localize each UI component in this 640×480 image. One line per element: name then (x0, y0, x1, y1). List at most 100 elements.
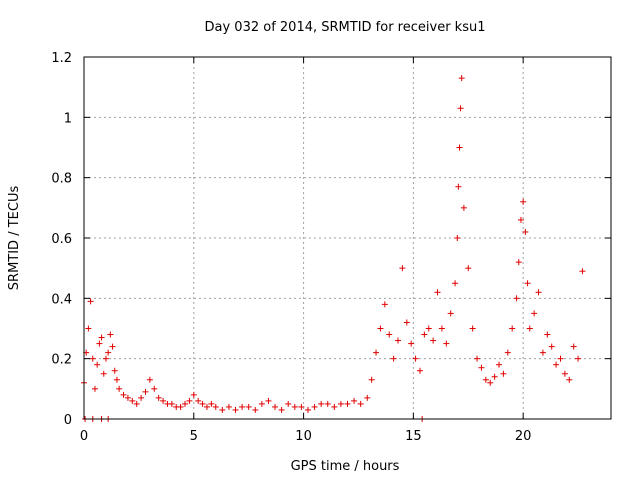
data-point (96, 340, 103, 347)
data-point (160, 397, 167, 404)
data-point (232, 406, 239, 413)
data-point (386, 331, 393, 338)
data-point (455, 183, 462, 190)
data-point (85, 325, 92, 332)
data-point (177, 403, 184, 410)
data-point (91, 385, 98, 392)
data-point (403, 319, 410, 326)
data-point (458, 75, 465, 82)
chart-title: Day 032 of 2014, SRMTID for receiver ksu… (205, 20, 486, 35)
y-tick-label: 0.4 (51, 292, 72, 307)
data-point (100, 370, 107, 377)
data-point (522, 228, 529, 235)
data-point (186, 397, 193, 404)
data-point (124, 394, 131, 401)
x-tick-label: 5 (190, 429, 198, 444)
data-point (344, 400, 351, 407)
data-point (478, 364, 485, 371)
data-point (395, 337, 402, 344)
data-point (304, 406, 311, 413)
x-axis-label: GPS time / hours (291, 459, 400, 474)
data-point (212, 403, 219, 410)
data-point (272, 403, 279, 410)
data-point (434, 289, 441, 296)
data-point (456, 144, 463, 151)
x-tick-label: 0 (80, 429, 88, 444)
data-point (474, 355, 481, 362)
data-point (539, 349, 546, 356)
data-point (219, 406, 226, 413)
data-point (504, 349, 511, 356)
data-point (364, 394, 371, 401)
data-point (203, 403, 210, 410)
data-point (357, 400, 364, 407)
data-point (566, 376, 573, 383)
data-point (524, 280, 531, 287)
data-point (291, 403, 298, 410)
data-point (89, 355, 96, 362)
data-point (579, 268, 586, 275)
data-point (278, 406, 285, 413)
grid (84, 57, 611, 419)
data-point (225, 403, 232, 410)
y-axis-label: SRMTID / TECUs (7, 186, 22, 291)
data-point (390, 355, 397, 362)
data-point (113, 376, 120, 383)
data-point (425, 325, 432, 332)
data-point (107, 331, 114, 338)
data-point (465, 265, 472, 272)
data-point (195, 397, 202, 404)
data-point (142, 388, 149, 395)
data-point (515, 259, 522, 266)
data-point (324, 400, 331, 407)
data-point (520, 198, 527, 205)
data-point (138, 394, 145, 401)
data-point (146, 376, 153, 383)
data-point (482, 376, 489, 383)
data-point (377, 325, 384, 332)
data-point (399, 265, 406, 272)
data-point (452, 280, 459, 287)
data-point (491, 373, 498, 380)
data-point (199, 400, 206, 407)
data-point (430, 337, 437, 344)
data-point (111, 367, 118, 374)
data-point (443, 340, 450, 347)
data-point (155, 394, 162, 401)
data-point (109, 343, 116, 350)
x-tick-label: 15 (405, 429, 422, 444)
data-point (447, 310, 454, 317)
data-point (182, 400, 189, 407)
y-tick-label: 0.6 (51, 232, 72, 247)
x-tick-label: 20 (515, 429, 532, 444)
data-point (351, 397, 358, 404)
data-point (408, 340, 415, 347)
data-point (531, 310, 538, 317)
data-point (412, 355, 419, 362)
data-point (509, 325, 516, 332)
data-point (102, 355, 109, 362)
y-tick-label: 1 (64, 111, 72, 126)
data-point (553, 361, 560, 368)
data-point (381, 301, 388, 308)
data-point (469, 325, 476, 332)
data-point (337, 400, 344, 407)
data-point (331, 403, 338, 410)
data-point (421, 331, 428, 338)
data-point (548, 343, 555, 350)
plot-frame (83, 56, 612, 420)
data-point (561, 370, 568, 377)
data-point (575, 355, 582, 362)
data-point (87, 298, 94, 305)
data-point (373, 349, 380, 356)
data-point (438, 325, 445, 332)
data-point (544, 331, 551, 338)
data-point (517, 216, 524, 223)
data-point (258, 400, 265, 407)
data-point (457, 105, 464, 112)
data-point (496, 361, 503, 368)
data-point (311, 403, 318, 410)
data-point (535, 289, 542, 296)
data-point (487, 379, 494, 386)
